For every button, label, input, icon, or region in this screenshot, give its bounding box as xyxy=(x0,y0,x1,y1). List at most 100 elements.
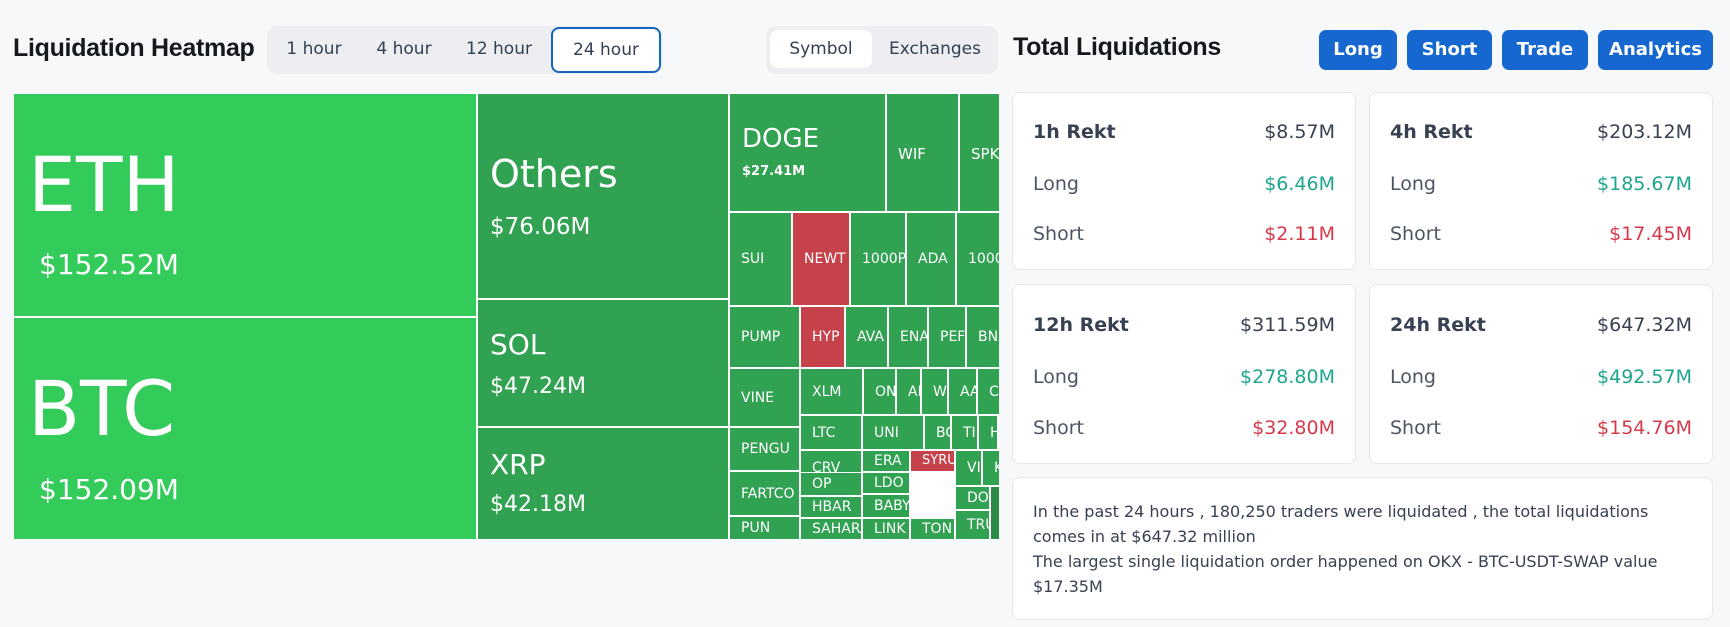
tile-ava[interactable]: AVA xyxy=(845,306,888,368)
tile-symbol: SPK xyxy=(971,144,999,163)
tile-symbol: PUMP xyxy=(741,329,781,345)
tile-eth[interactable]: ETH $152.52M xyxy=(13,93,477,317)
tab-4-hour[interactable]: 4 hour xyxy=(376,39,432,59)
tile-value: $152.52M xyxy=(39,248,179,281)
tile-ke[interactable]: KE xyxy=(982,450,999,486)
tile-xrp[interactable]: XRP $42.18M xyxy=(477,427,729,540)
tab-24-hour[interactable]: 24 hour xyxy=(551,27,661,73)
tile-symbol: LINK xyxy=(874,521,906,537)
tile-symbol: OP xyxy=(812,476,832,492)
tile-ldo[interactable]: LDO xyxy=(862,472,910,494)
tile-pengu[interactable]: PENGU xyxy=(729,427,800,471)
tile-symbol: VINE xyxy=(741,389,775,406)
tile-symbol: SUI xyxy=(741,251,765,267)
tile-wi[interactable]: WI xyxy=(921,368,948,415)
trade-button[interactable]: Trade xyxy=(1502,30,1588,70)
tile-symbol: AVA xyxy=(857,329,884,345)
tile-dot[interactable]: DOT xyxy=(955,486,990,510)
total-liquidations-title: Total Liquidations xyxy=(1013,33,1222,61)
tab-12-hour[interactable]: 12 hour xyxy=(466,39,532,59)
tile-symbol: BABY xyxy=(874,498,910,514)
tile-xlm[interactable]: XLM xyxy=(800,368,863,415)
analytics-button[interactable]: Analytics xyxy=(1598,30,1713,70)
tile-symbol: WIF xyxy=(898,144,926,163)
tile-symbol: 1000P xyxy=(862,251,906,267)
tile-era[interactable]: ERA xyxy=(862,450,910,472)
tile-s[interactable]: S xyxy=(998,415,999,450)
tile-symbol: PUN xyxy=(741,520,771,536)
tile-fartco[interactable]: FARTCO xyxy=(729,471,800,516)
tile-symbol: CF xyxy=(989,383,999,400)
tab-exchanges[interactable]: Exchanges xyxy=(889,39,981,59)
tile-symbol: PEF xyxy=(940,329,966,345)
rekt-card-12h: 12h Rekt $311.59M Long $278.80M Short $3… xyxy=(1012,284,1356,464)
tile-on[interactable]: ON xyxy=(863,368,896,415)
tile-doge[interactable]: DOGE $27.41M xyxy=(729,93,886,212)
tile-par[interactable]: PAR xyxy=(990,486,999,540)
tile-symbol: BC xyxy=(936,424,950,441)
tab-symbol[interactable]: Symbol xyxy=(770,30,872,68)
tile-others[interactable]: Others $76.06M xyxy=(477,93,729,299)
tile-cf[interactable]: CF xyxy=(977,368,999,415)
tile-sui[interactable]: SUI xyxy=(729,212,792,306)
tile-btc[interactable]: BTC $152.09M xyxy=(13,317,477,540)
card-title: 12h Rekt xyxy=(1033,314,1129,336)
tile-symbol: ETH xyxy=(28,140,180,229)
long-label: Long xyxy=(1390,366,1436,388)
tile-sol[interactable]: SOL $47.24M xyxy=(477,299,729,427)
card-total: $8.57M xyxy=(1264,121,1335,143)
tile-symbol: Others xyxy=(490,152,618,196)
tile-pef[interactable]: PEF xyxy=(928,306,966,368)
tile-symbol: SYRU xyxy=(922,453,955,468)
tile-wif[interactable]: WIF xyxy=(886,93,959,212)
tile-symbol: HYP xyxy=(812,329,840,345)
tile-symbol: SAHARA xyxy=(812,521,861,537)
tile-1000p[interactable]: 1000P xyxy=(850,212,906,306)
tile-symbol: HBAR xyxy=(812,499,852,515)
rekt-card-24h: 24h Rekt $647.32M Long $492.57M Short $1… xyxy=(1369,284,1713,464)
tile-aa[interactable]: AA xyxy=(948,368,977,415)
tile-hbar[interactable]: HBAR xyxy=(800,496,862,518)
tile-newt[interactable]: NEWT xyxy=(792,212,850,306)
card-title: 24h Rekt xyxy=(1390,314,1486,336)
tile-op[interactable]: OP xyxy=(800,472,862,496)
tile-symbol: BTC xyxy=(28,364,176,453)
tile-baby[interactable]: BABY xyxy=(862,494,910,518)
tile-ton[interactable]: TON xyxy=(910,518,955,540)
tile-bn[interactable]: BN xyxy=(966,306,999,368)
tile-hyp[interactable]: HYP xyxy=(800,306,845,368)
tile-symbol: TRUI xyxy=(967,517,989,533)
short-button[interactable]: Short xyxy=(1407,30,1492,70)
tile-ena[interactable]: ENA xyxy=(888,306,928,368)
tile-ti[interactable]: TI xyxy=(951,415,978,450)
tile-symbol: ON xyxy=(875,383,896,400)
tile-pump[interactable]: PUMP xyxy=(729,306,800,368)
tile-symbol: DOGE xyxy=(742,124,820,154)
tile-ada[interactable]: ADA xyxy=(906,212,956,306)
tile-uni[interactable]: UNI xyxy=(862,415,924,450)
tile-1000[interactable]: 1000 xyxy=(956,212,999,306)
tile-value: $47.24M xyxy=(490,374,586,399)
tile-pun[interactable]: PUN xyxy=(729,516,800,540)
tile-bc[interactable]: BC xyxy=(924,415,951,450)
tab-1-hour[interactable]: 1 hour xyxy=(286,39,342,59)
tile-af[interactable]: AF xyxy=(896,368,921,415)
tile-trui[interactable]: TRUI xyxy=(955,510,990,540)
tile-vine[interactable]: VINE xyxy=(729,368,800,427)
rekt-card-1h: 1h Rekt $8.57M Long $6.46M Short $2.11M xyxy=(1012,92,1356,270)
heatmap-title: Liquidation Heatmap xyxy=(13,34,255,62)
tile-vi[interactable]: VI xyxy=(955,450,982,486)
tile-sahara[interactable]: SAHARA xyxy=(800,518,862,540)
tile-value: $152.09M xyxy=(39,473,179,506)
tile-h[interactable]: H xyxy=(978,415,998,450)
tile-spk[interactable]: SPK xyxy=(959,93,999,212)
tile-symbol: TON xyxy=(922,521,953,537)
tile-syru[interactable]: SYRU xyxy=(910,450,955,472)
long-button[interactable]: Long xyxy=(1319,30,1397,70)
tile-link[interactable]: LINK xyxy=(862,518,910,540)
short-value: $17.45M xyxy=(1609,223,1692,245)
tile-ltc[interactable]: LTC xyxy=(800,415,862,450)
tile-symbol: FARTCO xyxy=(741,485,795,502)
view-selector: Symbol Exchanges xyxy=(766,26,998,74)
card-total: $203.12M xyxy=(1597,121,1692,143)
